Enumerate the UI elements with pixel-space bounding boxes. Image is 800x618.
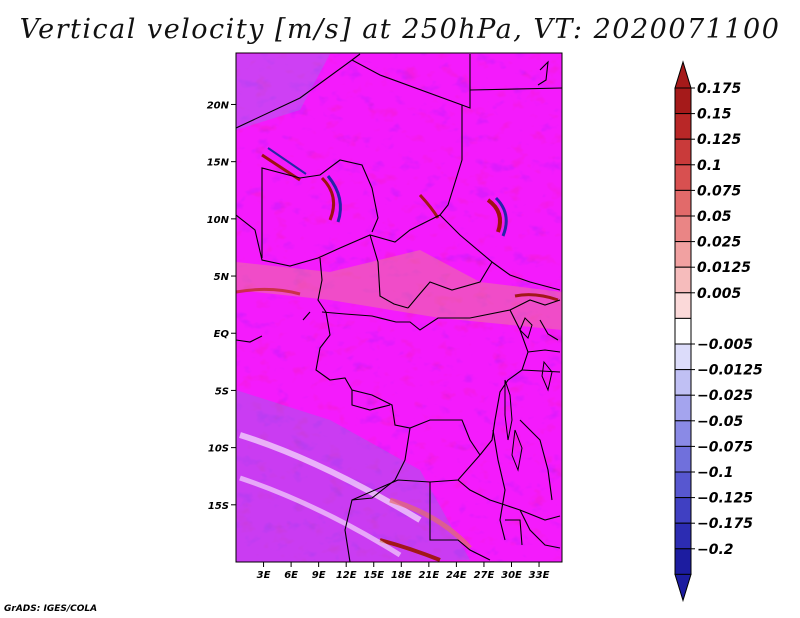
longitude-tick-label: 24E: [446, 570, 467, 581]
colorbar-triangle-top: [674, 60, 692, 89]
colorbar-label: −0.175: [697, 516, 753, 532]
latitude-tick-label: 5S: [215, 386, 229, 397]
latitude-tick-label: 5N: [214, 272, 230, 283]
colorbar-swatch: [674, 292, 692, 319]
colorbar-swatch: [674, 445, 692, 473]
colorbar-label: 0.025: [697, 235, 742, 251]
colorbar-swatch: [674, 87, 692, 115]
colorbar-swatch: [674, 164, 692, 191]
map-feature-streak: [236, 287, 301, 296]
longitude-tick-label: 18E: [391, 570, 412, 581]
map-feature-couplet: [494, 196, 508, 237]
colorbar-label: −0.125: [697, 491, 753, 507]
colorbar-swatch: [674, 369, 692, 396]
colorbar-swatch: [674, 471, 692, 499]
colorbar-label: 0.05: [697, 209, 732, 225]
colorbar-swatch: [674, 113, 692, 140]
latitude-tick-label: EQ: [214, 329, 230, 340]
map-feature-couplet: [267, 147, 307, 175]
map-region-positive: [236, 250, 562, 330]
colorbar-swatch: [674, 189, 692, 217]
map-feature-streak: [239, 475, 402, 558]
longitude-axis: 3E 6E 9E 12E 15E 18E 21E 24E 27E 30E 33E: [257, 562, 550, 581]
colorbar-triangle-bottom: [674, 573, 692, 603]
map-feature-couplet: [486, 198, 502, 233]
colorbar-label: 0.15: [697, 107, 732, 123]
colorbar-swatch: [674, 343, 692, 371]
longitude-tick-label: 12E: [336, 570, 357, 581]
colorbar-label: 0.175: [697, 81, 742, 97]
colorbar-swatch: [674, 317, 692, 345]
colorbar-swatch: [674, 215, 692, 243]
longitude-tick-label: 15E: [363, 570, 384, 581]
colorbar-swatch: [674, 420, 692, 447]
map-frame: [235, 52, 563, 563]
longitude-tick-label: 9E: [312, 570, 326, 581]
colorbar-label: 0.075: [697, 183, 742, 199]
longitude-tick-label: 27E: [474, 570, 495, 581]
longitude-tick-label: 30E: [501, 570, 522, 581]
longitude-tick-label: 21E: [418, 570, 439, 581]
map-feature-couplet: [326, 175, 342, 223]
map-region-negative: [236, 390, 470, 562]
latitude-tick-label: 20N: [207, 100, 230, 111]
map-borders: [236, 53, 562, 562]
latitude-axis: 20N 15N 10N 5N EQ 5S 10S 15S: [207, 100, 236, 512]
colorbar-label: −0.05: [697, 414, 744, 430]
map-region-negative: [236, 54, 330, 130]
latitude-tick-label: 10N: [207, 215, 230, 226]
colorbar-swatch: [674, 548, 692, 575]
colorbar-label: 0.005: [697, 286, 742, 302]
latitude-tick-label: 10S: [208, 444, 229, 455]
colorbar-label: −0.2: [697, 542, 734, 558]
colorbar: 0.175 0.15 0.125 0.1 0.075 0.05 0.025 0.0125 0.0…: [674, 60, 763, 603]
colorbar-swatch: [674, 241, 692, 268]
map-title: Vertical velocity [m/s] at 250hPa, VT: 2…: [19, 14, 781, 45]
colorbar-label: 0.0125: [697, 260, 751, 276]
map-field-texture: [236, 53, 562, 562]
map-feature-couplet: [320, 176, 336, 221]
latitude-tick-label: 15N: [207, 158, 230, 169]
colorbar-label: −0.1: [697, 465, 734, 481]
map-feature-streak: [389, 497, 472, 550]
map-plot: [236, 53, 562, 562]
map-lakes: [504, 317, 553, 472]
colorbar-swatch: [674, 522, 692, 550]
colorbar-label: −0.005: [697, 337, 753, 353]
colorbar-swatch: [674, 497, 692, 524]
colorbar-label: −0.0125: [697, 363, 763, 379]
colorbar-swatch: [674, 394, 692, 422]
colorbar-swatch: [674, 138, 692, 166]
longitude-tick-label: 3E: [257, 570, 271, 581]
colorbar-label: 0.125: [697, 132, 742, 148]
colorbar-swatch: [674, 266, 692, 294]
colorbar-label: −0.075: [697, 439, 753, 455]
colorbar-label: 0.1: [697, 158, 722, 174]
latitude-tick-label: 15S: [208, 501, 229, 512]
colorbar-label: −0.025: [697, 388, 753, 404]
longitude-tick-label: 6E: [284, 570, 298, 581]
longitude-tick-label: 33E: [529, 570, 550, 581]
credit-label: GrADS: IGES/COLA: [4, 604, 98, 614]
map-feature-streak: [514, 293, 559, 302]
map-feature-streak: [239, 432, 422, 523]
map-feature-couplet: [379, 538, 441, 562]
